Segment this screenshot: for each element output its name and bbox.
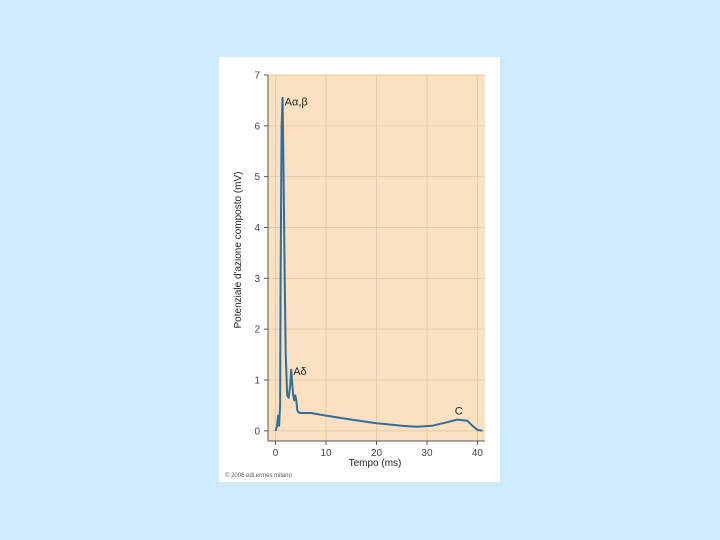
annotation-label: Aδ	[293, 366, 306, 378]
x-tick-label: 20	[371, 448, 383, 459]
y-tick-label: 3	[254, 274, 260, 285]
y-tick-label: 2	[254, 325, 260, 336]
y-tick-label: 5	[254, 172, 260, 183]
grid	[268, 74, 485, 441]
y-tick-label: 1	[254, 376, 260, 387]
y-tick-label: 6	[254, 121, 260, 132]
y-tick-label: 7	[254, 71, 260, 82]
y-tick-label: 0	[254, 426, 260, 437]
series-layer	[274, 96, 483, 432]
chart: 0 10 20 30 40 0 1 2 3 4 5 6 7 Aα,β Aδ C Tempo (ms) Pot…	[233, 71, 485, 469]
x-tick-label: 10	[320, 448, 332, 459]
annotation-label: C	[455, 406, 463, 418]
copyright-notice: © 2006 edi.ermes milano	[225, 473, 292, 479]
y-axis-title: Potenziale d'azione composto (mV)	[233, 172, 244, 329]
x-axis-title: Tempo (ms)	[349, 458, 402, 469]
x-tick-label: 0	[273, 448, 279, 459]
x-tick-label: 40	[472, 448, 484, 459]
annotations: Aα,β Aδ C	[285, 97, 463, 418]
annotation-label: Aα,β	[285, 97, 308, 109]
axes: 0 10 20 30 40 0 1 2 3 4 5 6 7	[254, 71, 485, 459]
figure-card: 0 10 20 30 40 0 1 2 3 4 5 6 7 Aα,β Aδ C Tempo (ms) Pot…	[219, 57, 500, 482]
series-line	[274, 96, 483, 432]
y-tick-label: 4	[254, 223, 260, 234]
x-tick-label: 30	[421, 448, 433, 459]
